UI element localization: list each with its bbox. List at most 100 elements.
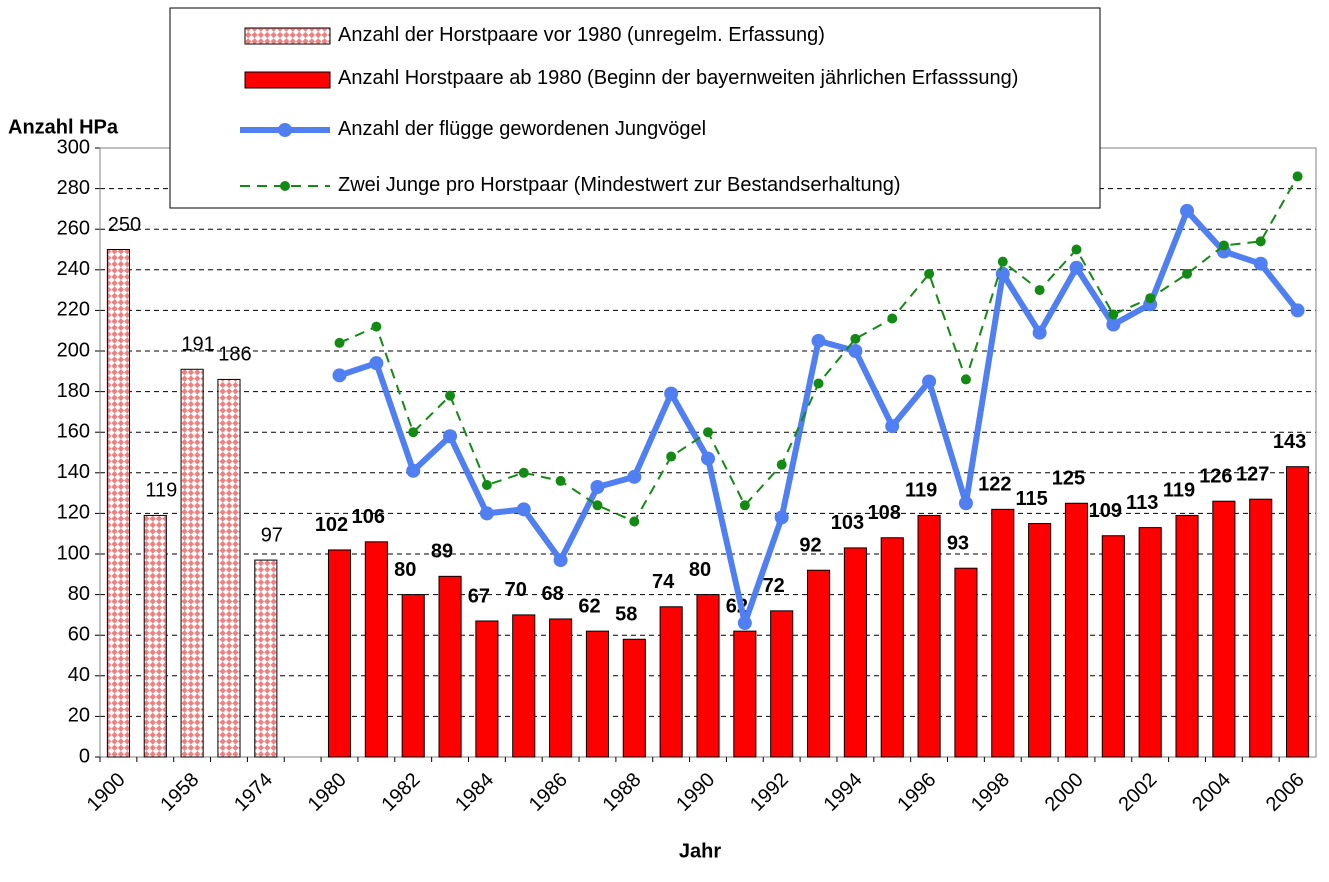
data-label: 191 — [181, 334, 214, 356]
bar — [1212, 500, 1236, 758]
data-label: 250 — [108, 214, 141, 236]
bar — [696, 594, 720, 758]
bar — [806, 569, 831, 758]
data-label: 143 — [1273, 431, 1306, 453]
data-label: 127 — [1236, 463, 1269, 485]
data-label: 102 — [315, 514, 348, 536]
marker — [590, 480, 605, 495]
bar — [659, 606, 683, 758]
y-tick-label: 120 — [57, 502, 90, 524]
data-label: 80 — [689, 559, 711, 581]
data-label: 119 — [905, 480, 937, 502]
data-label: 89 — [431, 541, 453, 563]
marker — [924, 268, 935, 279]
x-tick-label: 1998 — [967, 769, 1014, 816]
legend-swatch — [244, 71, 331, 89]
marker — [555, 475, 566, 486]
x-tick-label: 1984 — [451, 769, 498, 816]
bar — [364, 541, 388, 758]
bar — [622, 638, 646, 758]
bar — [880, 537, 904, 758]
marker — [922, 374, 937, 389]
legend-label: Anzahl der Horstpaare vor 1980 (unregelm… — [338, 24, 825, 46]
data-label: 186 — [218, 344, 251, 366]
bar — [143, 514, 167, 758]
data-label: 122 — [978, 474, 1011, 496]
bar — [954, 567, 978, 758]
bar — [254, 559, 278, 758]
bar — [1101, 535, 1125, 758]
marker — [774, 510, 789, 525]
data-label: 97 — [261, 524, 283, 546]
marker — [518, 467, 529, 478]
marker — [1218, 240, 1229, 251]
legend-marker — [280, 181, 290, 191]
data-label: 119 — [145, 480, 177, 502]
data-label: 113 — [1126, 492, 1158, 514]
marker — [1255, 236, 1266, 247]
x-tick-label: 1900 — [83, 769, 130, 816]
marker — [1290, 303, 1305, 318]
bar — [991, 508, 1015, 758]
marker — [737, 616, 752, 631]
y-tick-label: 220 — [57, 299, 90, 321]
legend-entry: Anzahl der Horstpaare vor 1980 (unregelm… — [338, 24, 825, 46]
y-tick-label: 260 — [57, 217, 90, 239]
marker — [887, 313, 898, 324]
data-label: 67 — [468, 585, 490, 607]
marker — [1180, 203, 1195, 218]
bar — [512, 614, 536, 758]
x-tick-label: 1990 — [672, 769, 719, 816]
bar — [1286, 466, 1310, 758]
y-tick-label: 140 — [57, 461, 90, 483]
marker — [1145, 293, 1156, 304]
x-tick-label: 1958 — [156, 769, 203, 816]
marker — [776, 459, 787, 470]
marker — [995, 266, 1010, 281]
x-tick-label: 1996 — [893, 769, 940, 816]
x-tick-label: 1994 — [820, 769, 867, 816]
data-label: 126 — [1199, 466, 1232, 488]
marker — [813, 378, 824, 389]
marker — [666, 451, 677, 462]
legend-label: Zwei Junge pro Horstpaar (Mindestwert zu… — [338, 174, 901, 196]
y-tick-label: 180 — [57, 380, 90, 402]
marker — [1182, 268, 1193, 279]
marker — [445, 390, 456, 401]
marker — [516, 502, 531, 517]
data-label: 119 — [1163, 480, 1195, 502]
marker — [592, 500, 603, 511]
marker — [811, 333, 826, 348]
bar — [1028, 523, 1052, 758]
x-tick-label: 2000 — [1041, 769, 1088, 816]
legend-marker — [278, 123, 292, 137]
data-label: 125 — [1052, 468, 1085, 490]
x-tick-label: 1974 — [230, 769, 277, 816]
x-tick-label: 1986 — [525, 769, 572, 816]
marker — [629, 516, 640, 527]
bar — [1138, 527, 1162, 758]
y-tick-label: 280 — [57, 177, 90, 199]
legend-entry: Anzahl der flügge gewordenen Jungvögel — [338, 118, 707, 140]
x-tick-label: 1980 — [304, 769, 351, 816]
marker — [1253, 256, 1268, 271]
data-label: 115 — [1016, 488, 1048, 510]
y-tick-label: 300 — [57, 136, 90, 158]
y-tick-label: 60 — [68, 623, 90, 645]
bar — [733, 630, 757, 758]
x-tick-label: 2006 — [1262, 769, 1309, 816]
marker — [960, 374, 971, 385]
legend-label: Anzahl der flügge gewordenen Jungvögel — [338, 118, 707, 140]
bar — [217, 378, 241, 758]
data-label: 74 — [652, 571, 675, 593]
marker — [997, 256, 1008, 267]
bar — [585, 630, 610, 758]
x-tick-label: 2004 — [1188, 769, 1235, 816]
x-tick-label: 1992 — [746, 769, 793, 816]
data-label: 109 — [1089, 500, 1122, 522]
marker — [627, 469, 642, 484]
data-label: 103 — [831, 512, 864, 534]
data-label: 92 — [799, 535, 821, 557]
marker — [408, 427, 419, 438]
